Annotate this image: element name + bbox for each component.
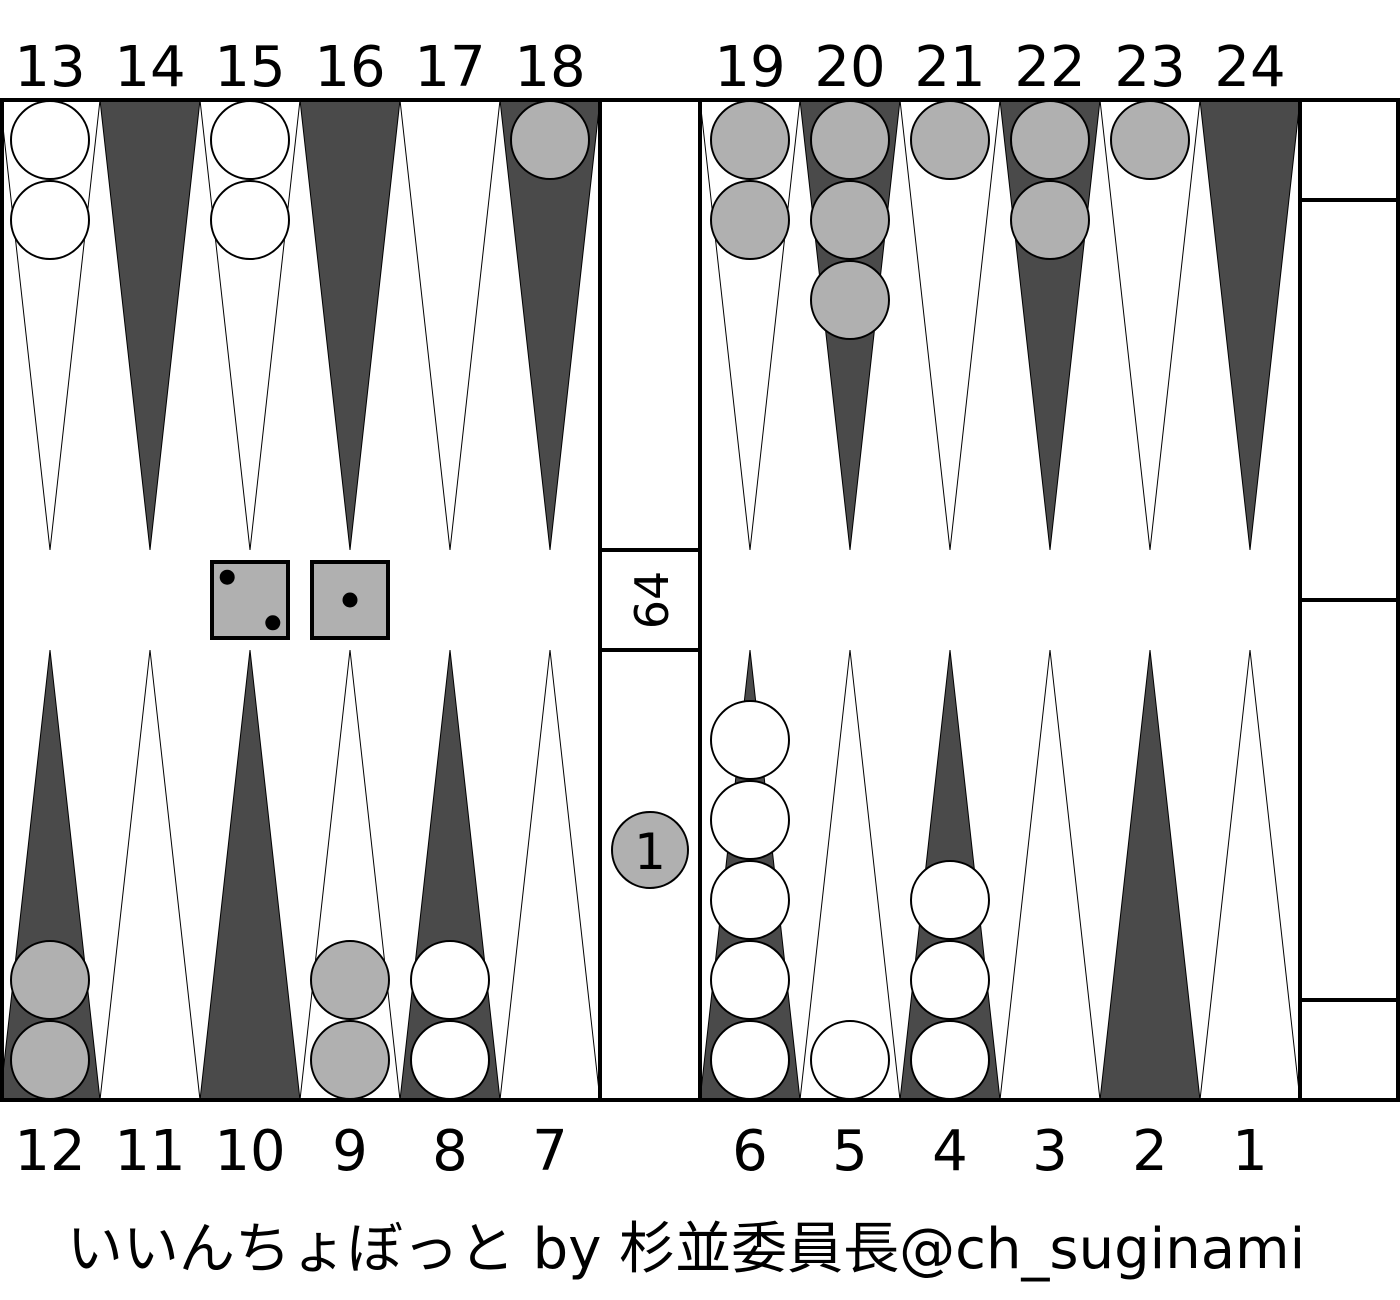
point-label-15: 15 bbox=[214, 35, 285, 100]
point-label-20: 20 bbox=[814, 35, 885, 100]
bottom-point-labels: 12 11 10 9 8 7 6 5 4 3 2 1 bbox=[14, 1119, 1267, 1184]
point-label-17: 17 bbox=[414, 35, 485, 100]
point-label-24: 24 bbox=[1214, 35, 1285, 100]
die-1[interactable] bbox=[210, 560, 290, 640]
credit-line: いいんちょぼっと by 杉並委員長@ch_suginami bbox=[67, 1217, 1305, 1282]
point-label-16: 16 bbox=[314, 35, 385, 100]
point-label-7: 7 bbox=[532, 1119, 568, 1184]
point-label-11: 11 bbox=[114, 1119, 185, 1184]
point-label-21: 21 bbox=[914, 35, 985, 100]
gray-checker[interactable] bbox=[1010, 180, 1090, 260]
white-checker[interactable] bbox=[410, 1020, 490, 1100]
point-label-10: 10 bbox=[214, 1119, 285, 1184]
point-label-3: 3 bbox=[1032, 1119, 1068, 1184]
gray-checker[interactable] bbox=[1010, 100, 1090, 180]
gray-checker[interactable] bbox=[1110, 100, 1190, 180]
point-label-13: 13 bbox=[14, 35, 85, 100]
checkers bbox=[10, 100, 1190, 1100]
gray-checker[interactable] bbox=[10, 940, 90, 1020]
point-label-2: 2 bbox=[1132, 1119, 1168, 1184]
white-checker[interactable] bbox=[710, 860, 790, 940]
cube-value: 64 bbox=[625, 571, 679, 630]
gray-checker[interactable] bbox=[810, 180, 890, 260]
gray-checker[interactable] bbox=[710, 100, 790, 180]
point-label-1: 1 bbox=[1232, 1119, 1268, 1184]
gray-checker[interactable] bbox=[310, 1020, 390, 1100]
point-label-14: 14 bbox=[114, 35, 185, 100]
white-checker[interactable] bbox=[710, 1020, 790, 1100]
point-label-4: 4 bbox=[932, 1119, 968, 1184]
point-label-22: 22 bbox=[1014, 35, 1085, 100]
board-frame bbox=[0, 98, 1400, 1102]
white-checker[interactable] bbox=[10, 100, 90, 180]
point-label-23: 23 bbox=[1114, 35, 1185, 100]
white-checker[interactable] bbox=[710, 940, 790, 1020]
gray-checker[interactable] bbox=[910, 100, 990, 180]
die-pip bbox=[342, 592, 358, 608]
top-point-labels: 13 14 15 16 17 18 19 20 21 22 23 24 bbox=[14, 35, 1285, 100]
gray-checker[interactable] bbox=[710, 180, 790, 260]
white-checker[interactable] bbox=[710, 700, 790, 780]
point-label-12: 12 bbox=[14, 1119, 85, 1184]
point-label-19: 19 bbox=[714, 35, 785, 100]
gray-checker[interactable] bbox=[510, 100, 590, 180]
die-2[interactable] bbox=[310, 560, 390, 640]
die-pip bbox=[265, 615, 281, 631]
point-label-9: 9 bbox=[332, 1119, 368, 1184]
dice[interactable] bbox=[210, 560, 390, 640]
gray-checker[interactable] bbox=[810, 100, 890, 180]
white-checker[interactable] bbox=[910, 860, 990, 940]
bar-checker-count: 1 bbox=[634, 823, 666, 881]
white-checker[interactable] bbox=[910, 1020, 990, 1100]
white-checker[interactable] bbox=[210, 100, 290, 180]
gray-checker[interactable] bbox=[310, 940, 390, 1020]
point-label-8: 8 bbox=[432, 1119, 468, 1184]
point-label-5: 5 bbox=[832, 1119, 868, 1184]
white-checker[interactable] bbox=[710, 780, 790, 860]
white-checker[interactable] bbox=[210, 180, 290, 260]
gray-checker[interactable] bbox=[10, 1020, 90, 1100]
point-label-18: 18 bbox=[514, 35, 585, 100]
bar-checker[interactable]: 1 bbox=[611, 811, 689, 889]
white-checker[interactable] bbox=[910, 940, 990, 1020]
white-checker[interactable] bbox=[410, 940, 490, 1020]
point-label-6: 6 bbox=[732, 1119, 768, 1184]
die-pip bbox=[219, 569, 235, 585]
gray-checker[interactable] bbox=[810, 260, 890, 340]
doubling-cube[interactable]: 64 bbox=[598, 548, 702, 652]
white-checker[interactable] bbox=[810, 1020, 890, 1100]
white-checker[interactable] bbox=[10, 180, 90, 260]
